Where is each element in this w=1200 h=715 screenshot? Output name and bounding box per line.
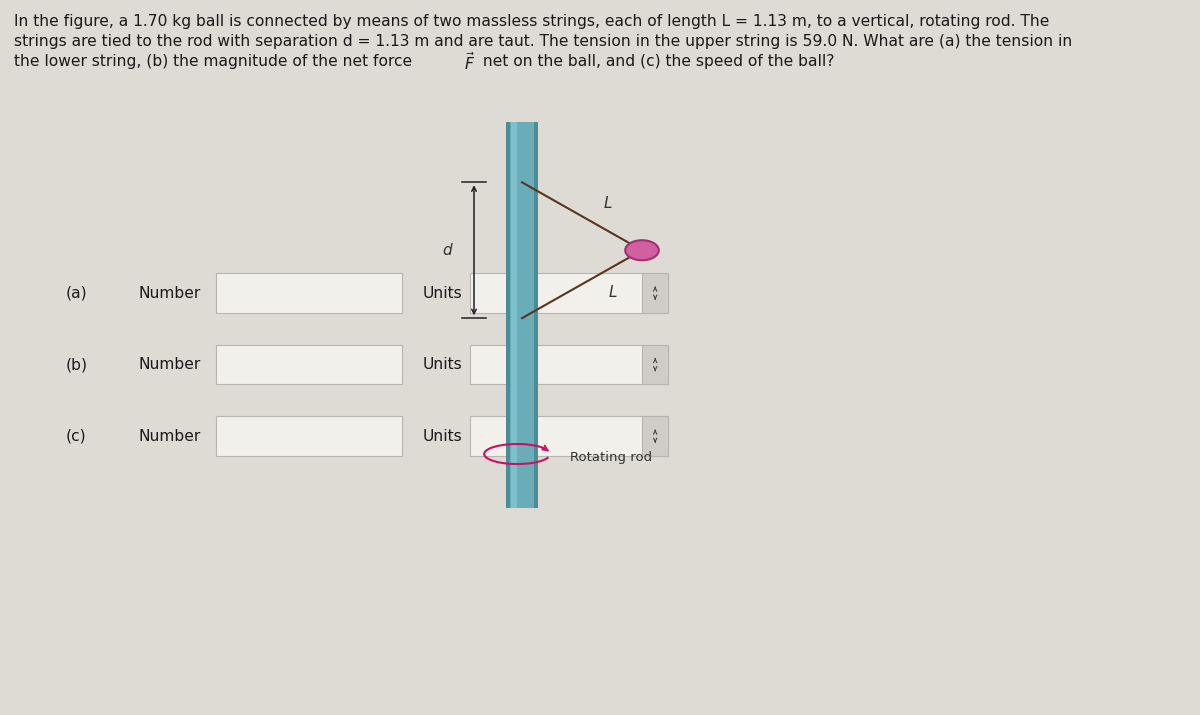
Bar — [470, 273, 668, 313]
Bar — [642, 345, 668, 385]
Bar — [216, 273, 402, 313]
Bar — [470, 416, 668, 456]
Text: L: L — [604, 196, 612, 211]
Text: L: L — [608, 285, 617, 300]
Text: strings are tied to the rod with separation d = 1.13 m and are taut. The tension: strings are tied to the rod with separat… — [14, 34, 1073, 49]
Text: In the figure, a 1.70 kg ball is connected by means of two massless strings, eac: In the figure, a 1.70 kg ball is connect… — [14, 14, 1050, 29]
Text: Rotating rod: Rotating rod — [570, 451, 652, 464]
Text: net on the ball, and (c) the speed of the ball?: net on the ball, and (c) the speed of th… — [479, 54, 835, 69]
Bar — [642, 273, 668, 313]
Text: (c): (c) — [66, 429, 86, 443]
Bar — [511, 122, 517, 508]
Bar — [506, 122, 538, 508]
Text: Units: Units — [422, 358, 462, 372]
Text: Number: Number — [138, 429, 200, 443]
Bar — [216, 345, 402, 385]
Bar — [216, 416, 402, 456]
Bar — [642, 416, 668, 456]
Text: Number: Number — [138, 358, 200, 372]
Text: Units: Units — [422, 286, 462, 300]
Text: Number: Number — [138, 286, 200, 300]
Circle shape — [625, 240, 659, 260]
Text: d: d — [443, 243, 452, 257]
Text: $\vec{F}$: $\vec{F}$ — [463, 51, 475, 73]
Text: (a): (a) — [66, 286, 88, 300]
Text: Units: Units — [422, 429, 462, 443]
Text: the lower string, (b) the magnitude of the net force: the lower string, (b) the magnitude of t… — [14, 54, 418, 69]
Text: (b): (b) — [66, 358, 88, 372]
Bar — [470, 345, 668, 385]
Bar — [510, 122, 534, 508]
